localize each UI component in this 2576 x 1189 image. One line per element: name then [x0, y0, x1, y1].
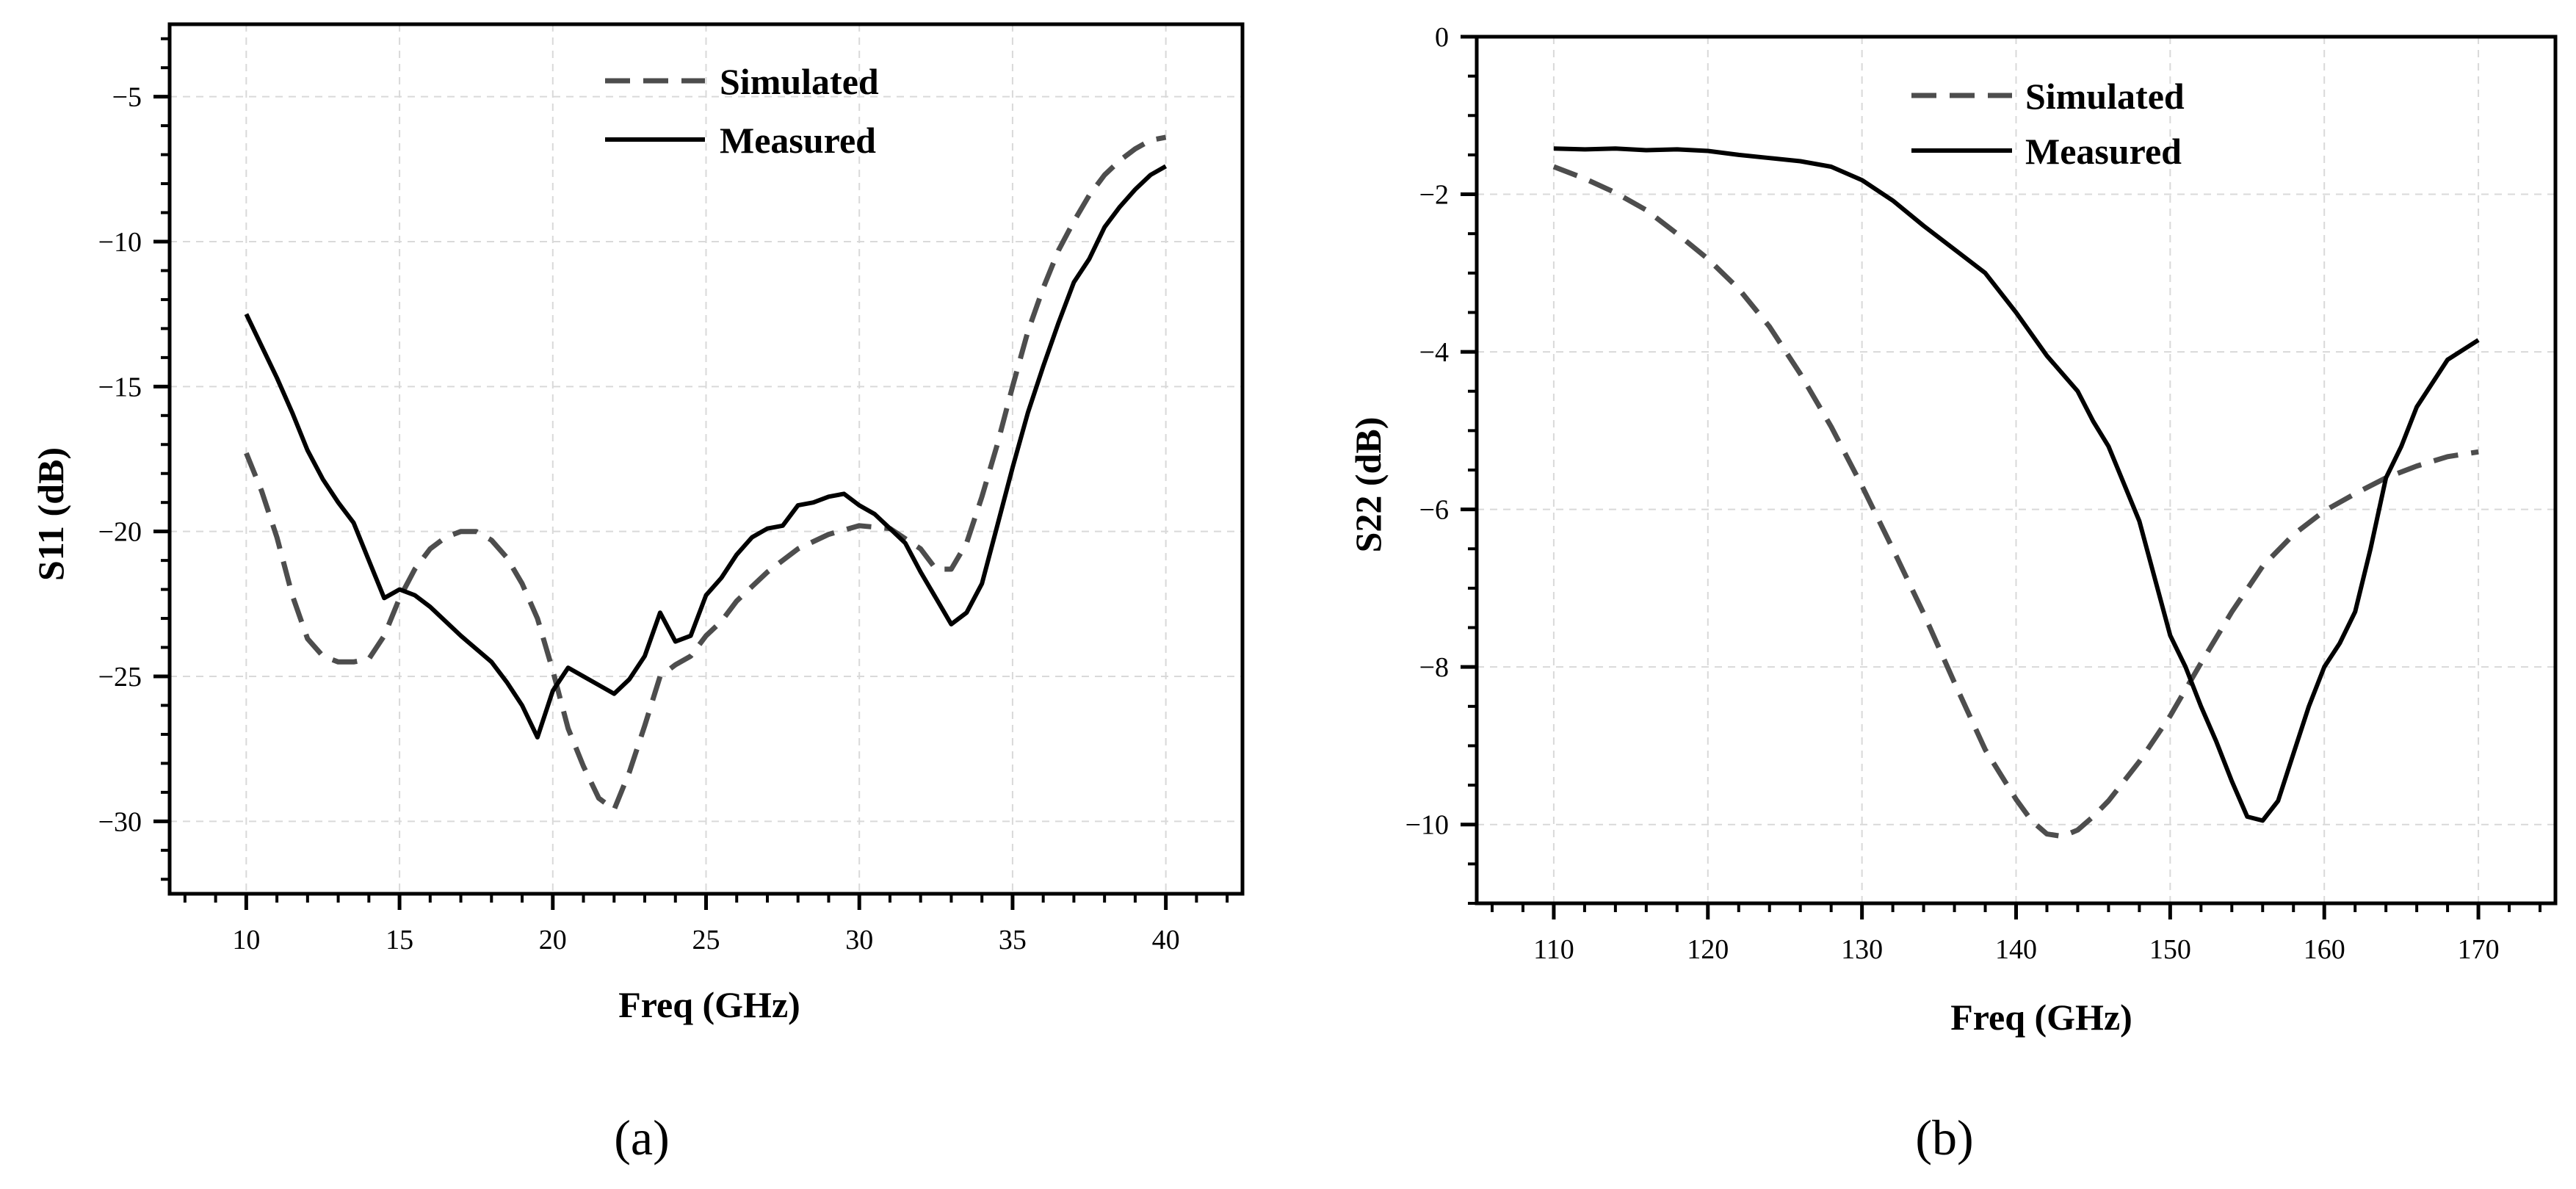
- panel-b-x-tick-label: 140: [1995, 934, 2037, 965]
- panel-b-y-tick-label: −8: [1419, 652, 1449, 683]
- panel-b-series-simulated-line: [1552, 164, 2479, 839]
- panel-b-y-tick-label: −6: [1419, 495, 1449, 526]
- panel-b-x-tick-label: 160: [2304, 934, 2345, 965]
- panel-b-major-ticks: [1461, 35, 2481, 919]
- panel-b-y-tick-label: 0: [1435, 22, 1449, 53]
- panel-a-legend-measured-label: Measured: [720, 120, 876, 161]
- panel-a-y-tick-label: −5: [112, 82, 142, 113]
- panel-a-grid: [170, 24, 1242, 894]
- panel-b-legend-simulated-label: Simulated: [2025, 76, 2185, 117]
- panel-a-legend: Simulated Measured: [605, 61, 879, 161]
- panel-b-x-tick-label: 120: [1687, 934, 1729, 965]
- panel-a-x-tick-label: 30: [845, 925, 873, 955]
- panel-b-x-tick-label: 110: [1533, 934, 1574, 965]
- panel-b-frame: [1475, 35, 2558, 906]
- panel-a-x-tick-label: 15: [386, 925, 413, 955]
- panel-a-label: (a): [614, 1110, 669, 1165]
- panel-a-x-tick-label: 10: [232, 925, 260, 955]
- panel-a: 10 15 20 25 30 35 40 −30 −25 −20 −15 −10 −5 Freq (GH…: [30, 22, 1245, 1165]
- panel-a-major-ticks: [153, 95, 1168, 910]
- panel-a-y-tick-label: −10: [98, 227, 142, 258]
- panel-b-y-tick-label: −10: [1405, 810, 1449, 841]
- panel-b-tick-labels: 110 120 130 140 150 160 170 −10 −8 −6 −4 −2 0: [1405, 22, 2500, 965]
- panel-a-x-tick-label: 25: [692, 925, 720, 955]
- panel-a-y-tick-label: −30: [98, 806, 142, 837]
- panel-b-x-tick-label: 170: [2458, 934, 2500, 965]
- panel-b: 110 120 130 140 150 160 170 −10 −8 −6 −4 −2 0 Freq (…: [1347, 22, 2558, 1165]
- panel-a-series-measured-line: [244, 164, 1168, 740]
- panel-a-x-tick-label: 20: [539, 925, 567, 955]
- panel-b-label: (b): [1915, 1110, 1973, 1165]
- panel-a-x-tick-label: 40: [1152, 925, 1180, 955]
- panel-a-y-tick-label: −25: [98, 662, 142, 693]
- panel-b-y-tick-label: −4: [1419, 337, 1449, 368]
- panel-b-legend-measured-label: Measured: [2025, 131, 2182, 172]
- panel-b-series: [1552, 146, 2480, 839]
- panel-b-y-tick-label: −2: [1419, 180, 1449, 211]
- panel-a-tick-labels: 10 15 20 25 30 35 40 −30 −25 −20 −15 −10 −5: [98, 82, 1180, 955]
- panel-b-grid: [1477, 36, 2555, 903]
- panel-a-series: [244, 134, 1168, 812]
- panel-a-x-tick-label: 35: [999, 925, 1027, 955]
- panel-b-series-measured-line: [1553, 146, 2480, 823]
- panel-b-x-tick-label: 150: [2149, 934, 2191, 965]
- panel-b-x-tick-label: 130: [1841, 934, 1883, 965]
- panel-a-legend-simulated-label: Simulated: [720, 61, 879, 102]
- panel-a-x-axis-title: Freq (GHz): [618, 984, 800, 1025]
- panel-b-y-axis-title: S22 (dB): [1347, 417, 1389, 553]
- panel-a-frame: [167, 22, 1245, 896]
- panel-b-x-axis-title: Freq (GHz): [1950, 997, 2132, 1038]
- panel-b-legend: Simulated Measured: [1911, 76, 2185, 172]
- panel-a-y-axis-title: S11 (dB): [30, 447, 71, 581]
- panel-a-y-tick-label: −15: [98, 372, 142, 402]
- panel-a-y-tick-label: −20: [98, 517, 142, 548]
